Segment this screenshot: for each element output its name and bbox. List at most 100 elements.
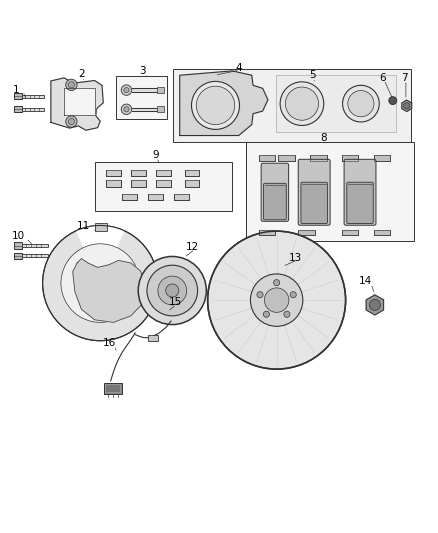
Circle shape	[348, 91, 374, 117]
Bar	[184, 169, 199, 176]
Circle shape	[124, 87, 129, 93]
Bar	[174, 193, 189, 200]
Bar	[106, 169, 121, 176]
Bar	[22, 108, 44, 111]
Bar	[310, 156, 327, 161]
Circle shape	[265, 288, 289, 312]
Bar	[157, 106, 163, 112]
FancyBboxPatch shape	[261, 163, 289, 221]
Bar	[117, 76, 166, 119]
Polygon shape	[180, 71, 268, 135]
Bar	[184, 181, 199, 187]
Polygon shape	[51, 78, 103, 130]
Text: 7: 7	[401, 73, 408, 83]
FancyBboxPatch shape	[301, 182, 328, 223]
Polygon shape	[132, 108, 162, 111]
Bar	[22, 244, 48, 247]
Text: 10: 10	[11, 231, 25, 241]
Bar	[131, 181, 146, 187]
Circle shape	[158, 276, 187, 305]
Bar	[122, 193, 137, 200]
Circle shape	[68, 82, 74, 88]
Bar	[22, 254, 48, 257]
Bar	[156, 169, 171, 176]
Bar	[95, 223, 107, 231]
Bar	[374, 230, 390, 235]
Bar	[106, 181, 121, 187]
Bar	[14, 253, 22, 259]
Bar	[14, 243, 22, 248]
Circle shape	[404, 103, 410, 109]
Text: 11: 11	[77, 221, 90, 231]
Bar	[279, 156, 295, 161]
Text: 6: 6	[379, 73, 386, 83]
Polygon shape	[132, 88, 162, 92]
Text: 3: 3	[139, 66, 146, 76]
Bar	[104, 383, 122, 394]
FancyBboxPatch shape	[344, 159, 376, 225]
Circle shape	[290, 292, 296, 298]
Text: 14: 14	[359, 276, 372, 286]
Polygon shape	[73, 259, 147, 322]
Bar	[157, 87, 163, 93]
Circle shape	[389, 96, 397, 104]
Bar	[14, 107, 22, 112]
Bar	[342, 156, 358, 161]
Circle shape	[166, 284, 179, 297]
Circle shape	[66, 116, 77, 127]
FancyBboxPatch shape	[298, 159, 330, 225]
Text: 2: 2	[78, 69, 85, 79]
Polygon shape	[64, 88, 95, 115]
Circle shape	[42, 225, 158, 341]
FancyBboxPatch shape	[347, 182, 373, 223]
Text: 13: 13	[289, 253, 302, 263]
Polygon shape	[402, 100, 412, 111]
Bar	[298, 230, 314, 235]
Circle shape	[263, 311, 269, 317]
Circle shape	[208, 231, 346, 369]
Bar	[259, 230, 276, 235]
Circle shape	[66, 79, 77, 91]
Polygon shape	[366, 295, 384, 315]
Bar	[259, 156, 276, 161]
Bar	[95, 161, 232, 211]
Bar	[22, 95, 44, 98]
Circle shape	[274, 280, 280, 286]
Text: 15: 15	[169, 297, 182, 308]
Bar	[106, 384, 120, 392]
Bar	[148, 193, 163, 200]
Wedge shape	[76, 225, 124, 283]
Circle shape	[196, 86, 235, 125]
Circle shape	[280, 82, 324, 125]
Bar	[342, 230, 358, 235]
Circle shape	[369, 300, 380, 310]
Bar	[173, 69, 411, 142]
Bar	[131, 169, 146, 176]
Circle shape	[68, 118, 74, 125]
Bar	[156, 181, 171, 187]
Circle shape	[147, 265, 198, 316]
Circle shape	[251, 274, 303, 326]
Circle shape	[284, 311, 290, 317]
Text: 12: 12	[186, 242, 199, 252]
Bar	[148, 335, 158, 341]
Circle shape	[138, 256, 206, 325]
Circle shape	[61, 244, 140, 322]
Text: 16: 16	[103, 338, 117, 348]
Circle shape	[257, 292, 263, 298]
Circle shape	[121, 104, 132, 115]
Text: 4: 4	[235, 63, 242, 73]
Circle shape	[191, 82, 240, 130]
Bar	[246, 142, 414, 241]
Bar	[276, 75, 396, 132]
Circle shape	[343, 85, 379, 122]
Circle shape	[121, 85, 132, 95]
Text: 9: 9	[152, 150, 159, 160]
Text: 5: 5	[310, 70, 316, 80]
Circle shape	[124, 107, 129, 112]
Circle shape	[286, 87, 318, 120]
Bar	[14, 93, 22, 99]
FancyBboxPatch shape	[264, 183, 286, 220]
Text: 1: 1	[13, 85, 19, 95]
Bar	[374, 156, 390, 161]
